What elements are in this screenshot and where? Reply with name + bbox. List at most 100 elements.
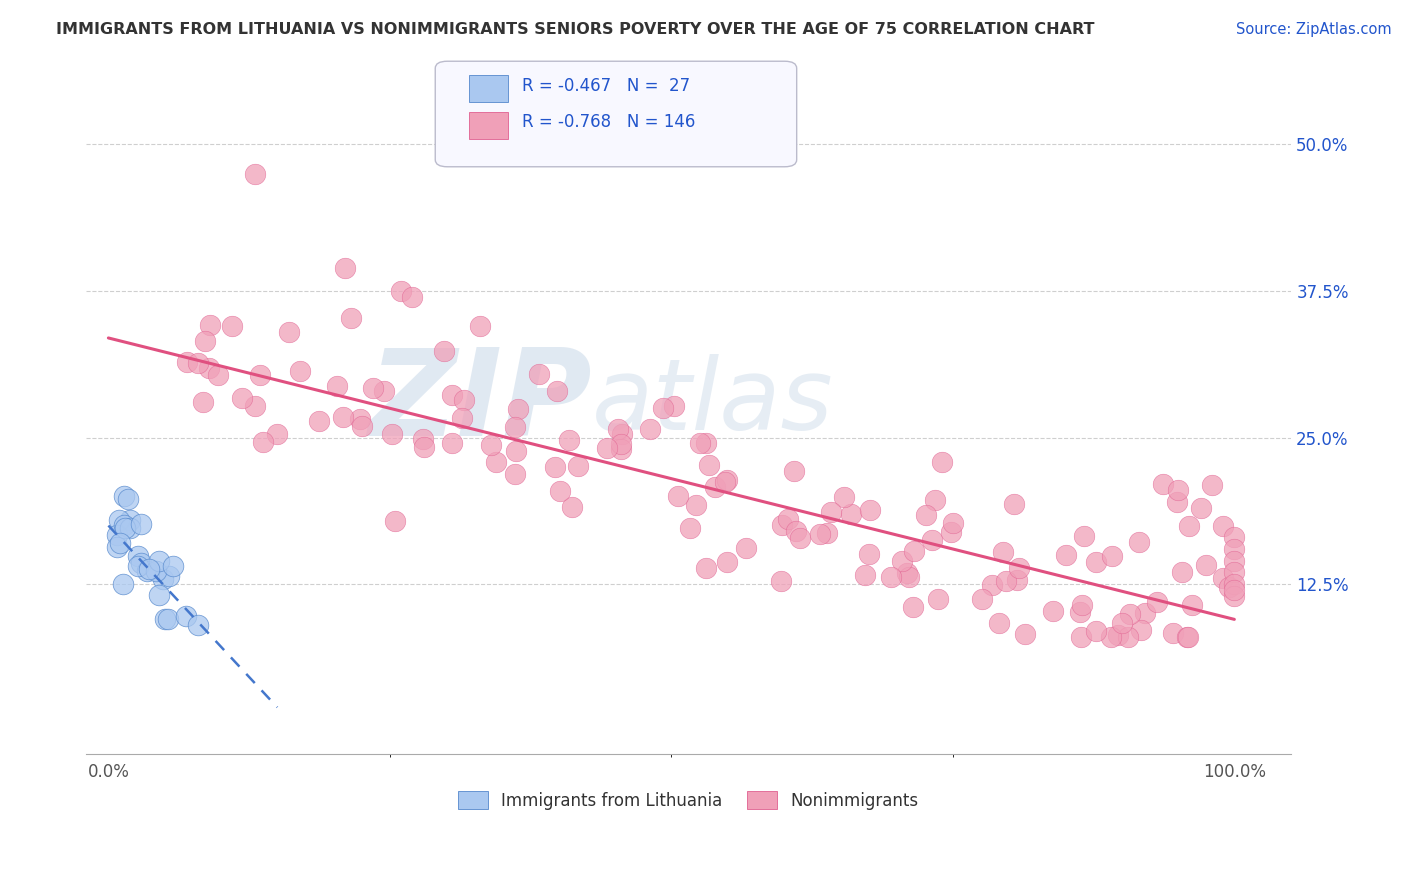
Point bbox=[685, 498, 707, 512]
Point bbox=[381, 427, 404, 442]
Point bbox=[152, 572, 174, 586]
Point bbox=[662, 399, 685, 413]
Point bbox=[145, 564, 167, 578]
Text: R = -0.467   N =  27: R = -0.467 N = 27 bbox=[522, 77, 690, 95]
Point bbox=[1073, 529, 1095, 543]
Point bbox=[1223, 554, 1246, 568]
Point bbox=[1116, 630, 1139, 644]
Point bbox=[107, 540, 129, 554]
Point bbox=[503, 420, 526, 434]
Point bbox=[558, 433, 581, 447]
Point bbox=[853, 567, 876, 582]
Point bbox=[981, 578, 1004, 592]
Point bbox=[108, 513, 131, 527]
Point bbox=[503, 467, 526, 481]
Point bbox=[703, 480, 725, 494]
Point bbox=[1119, 607, 1142, 622]
Point bbox=[1161, 626, 1184, 640]
Point bbox=[111, 576, 134, 591]
Point bbox=[839, 508, 862, 522]
Point bbox=[610, 437, 633, 451]
Point bbox=[129, 556, 152, 570]
Point bbox=[373, 384, 395, 398]
Point bbox=[567, 458, 589, 473]
Point bbox=[1223, 541, 1246, 556]
Point bbox=[207, 368, 229, 382]
Point bbox=[994, 574, 1017, 588]
Point bbox=[1008, 561, 1031, 575]
Point bbox=[120, 521, 142, 535]
Point bbox=[361, 381, 384, 395]
Point bbox=[198, 318, 221, 332]
Point bbox=[832, 490, 855, 504]
Point bbox=[117, 492, 139, 507]
Point bbox=[243, 167, 266, 181]
Point bbox=[596, 441, 619, 455]
Point bbox=[1128, 534, 1150, 549]
Point bbox=[1195, 558, 1218, 572]
Point bbox=[734, 541, 756, 555]
Point bbox=[174, 609, 197, 624]
Point bbox=[135, 564, 157, 578]
Point bbox=[713, 475, 735, 490]
Point bbox=[1177, 630, 1199, 644]
Point bbox=[1212, 518, 1234, 533]
Point bbox=[114, 521, 136, 535]
Point bbox=[561, 500, 583, 514]
Point bbox=[339, 310, 361, 325]
Point bbox=[1007, 574, 1029, 588]
Point bbox=[776, 512, 799, 526]
Point bbox=[187, 356, 209, 370]
Point bbox=[808, 527, 831, 541]
Point bbox=[252, 434, 274, 449]
Point bbox=[546, 384, 568, 399]
Point bbox=[105, 528, 128, 542]
Point bbox=[1111, 615, 1133, 630]
Point bbox=[716, 473, 738, 487]
Point bbox=[118, 513, 141, 527]
Point bbox=[127, 549, 149, 564]
Point bbox=[903, 543, 925, 558]
Point bbox=[898, 570, 921, 584]
Point bbox=[610, 442, 633, 457]
Point bbox=[288, 364, 311, 378]
Point bbox=[1218, 580, 1240, 594]
Point bbox=[352, 418, 374, 433]
Point bbox=[157, 568, 180, 582]
Point bbox=[349, 412, 371, 426]
Point bbox=[942, 516, 965, 530]
Point bbox=[689, 436, 711, 450]
Point bbox=[815, 526, 838, 541]
Point bbox=[789, 531, 811, 545]
Point bbox=[1223, 566, 1246, 580]
Legend: Immigrants from Lithuania, Nonimmigrants: Immigrants from Lithuania, Nonimmigrants bbox=[451, 784, 925, 816]
Point bbox=[1129, 623, 1152, 637]
Bar bbox=[470, 75, 508, 102]
Text: ZIP: ZIP bbox=[368, 344, 592, 461]
Point bbox=[112, 489, 135, 503]
Point bbox=[695, 436, 717, 450]
Point bbox=[606, 422, 628, 436]
Point bbox=[1178, 518, 1201, 533]
Point bbox=[112, 517, 135, 532]
Point bbox=[1167, 483, 1189, 498]
Point bbox=[191, 395, 214, 409]
Point bbox=[413, 440, 436, 454]
Point bbox=[308, 414, 330, 428]
Point bbox=[1171, 565, 1194, 579]
Point bbox=[915, 508, 938, 522]
Point bbox=[921, 533, 943, 547]
Point bbox=[1223, 530, 1246, 544]
Point bbox=[941, 524, 963, 539]
Bar bbox=[470, 112, 508, 138]
Point bbox=[640, 422, 662, 436]
Point bbox=[1223, 589, 1246, 603]
Point bbox=[1212, 571, 1234, 585]
Point bbox=[1070, 630, 1092, 644]
Point bbox=[879, 570, 901, 584]
Text: IMMIGRANTS FROM LITHUANIA VS NONIMMIGRANTS SENIORS POVERTY OVER THE AGE OF 75 CO: IMMIGRANTS FROM LITHUANIA VS NONIMMIGRAN… bbox=[56, 22, 1095, 37]
Point bbox=[1002, 497, 1025, 511]
Point bbox=[699, 458, 721, 472]
Point bbox=[548, 484, 571, 499]
Point bbox=[668, 489, 690, 503]
